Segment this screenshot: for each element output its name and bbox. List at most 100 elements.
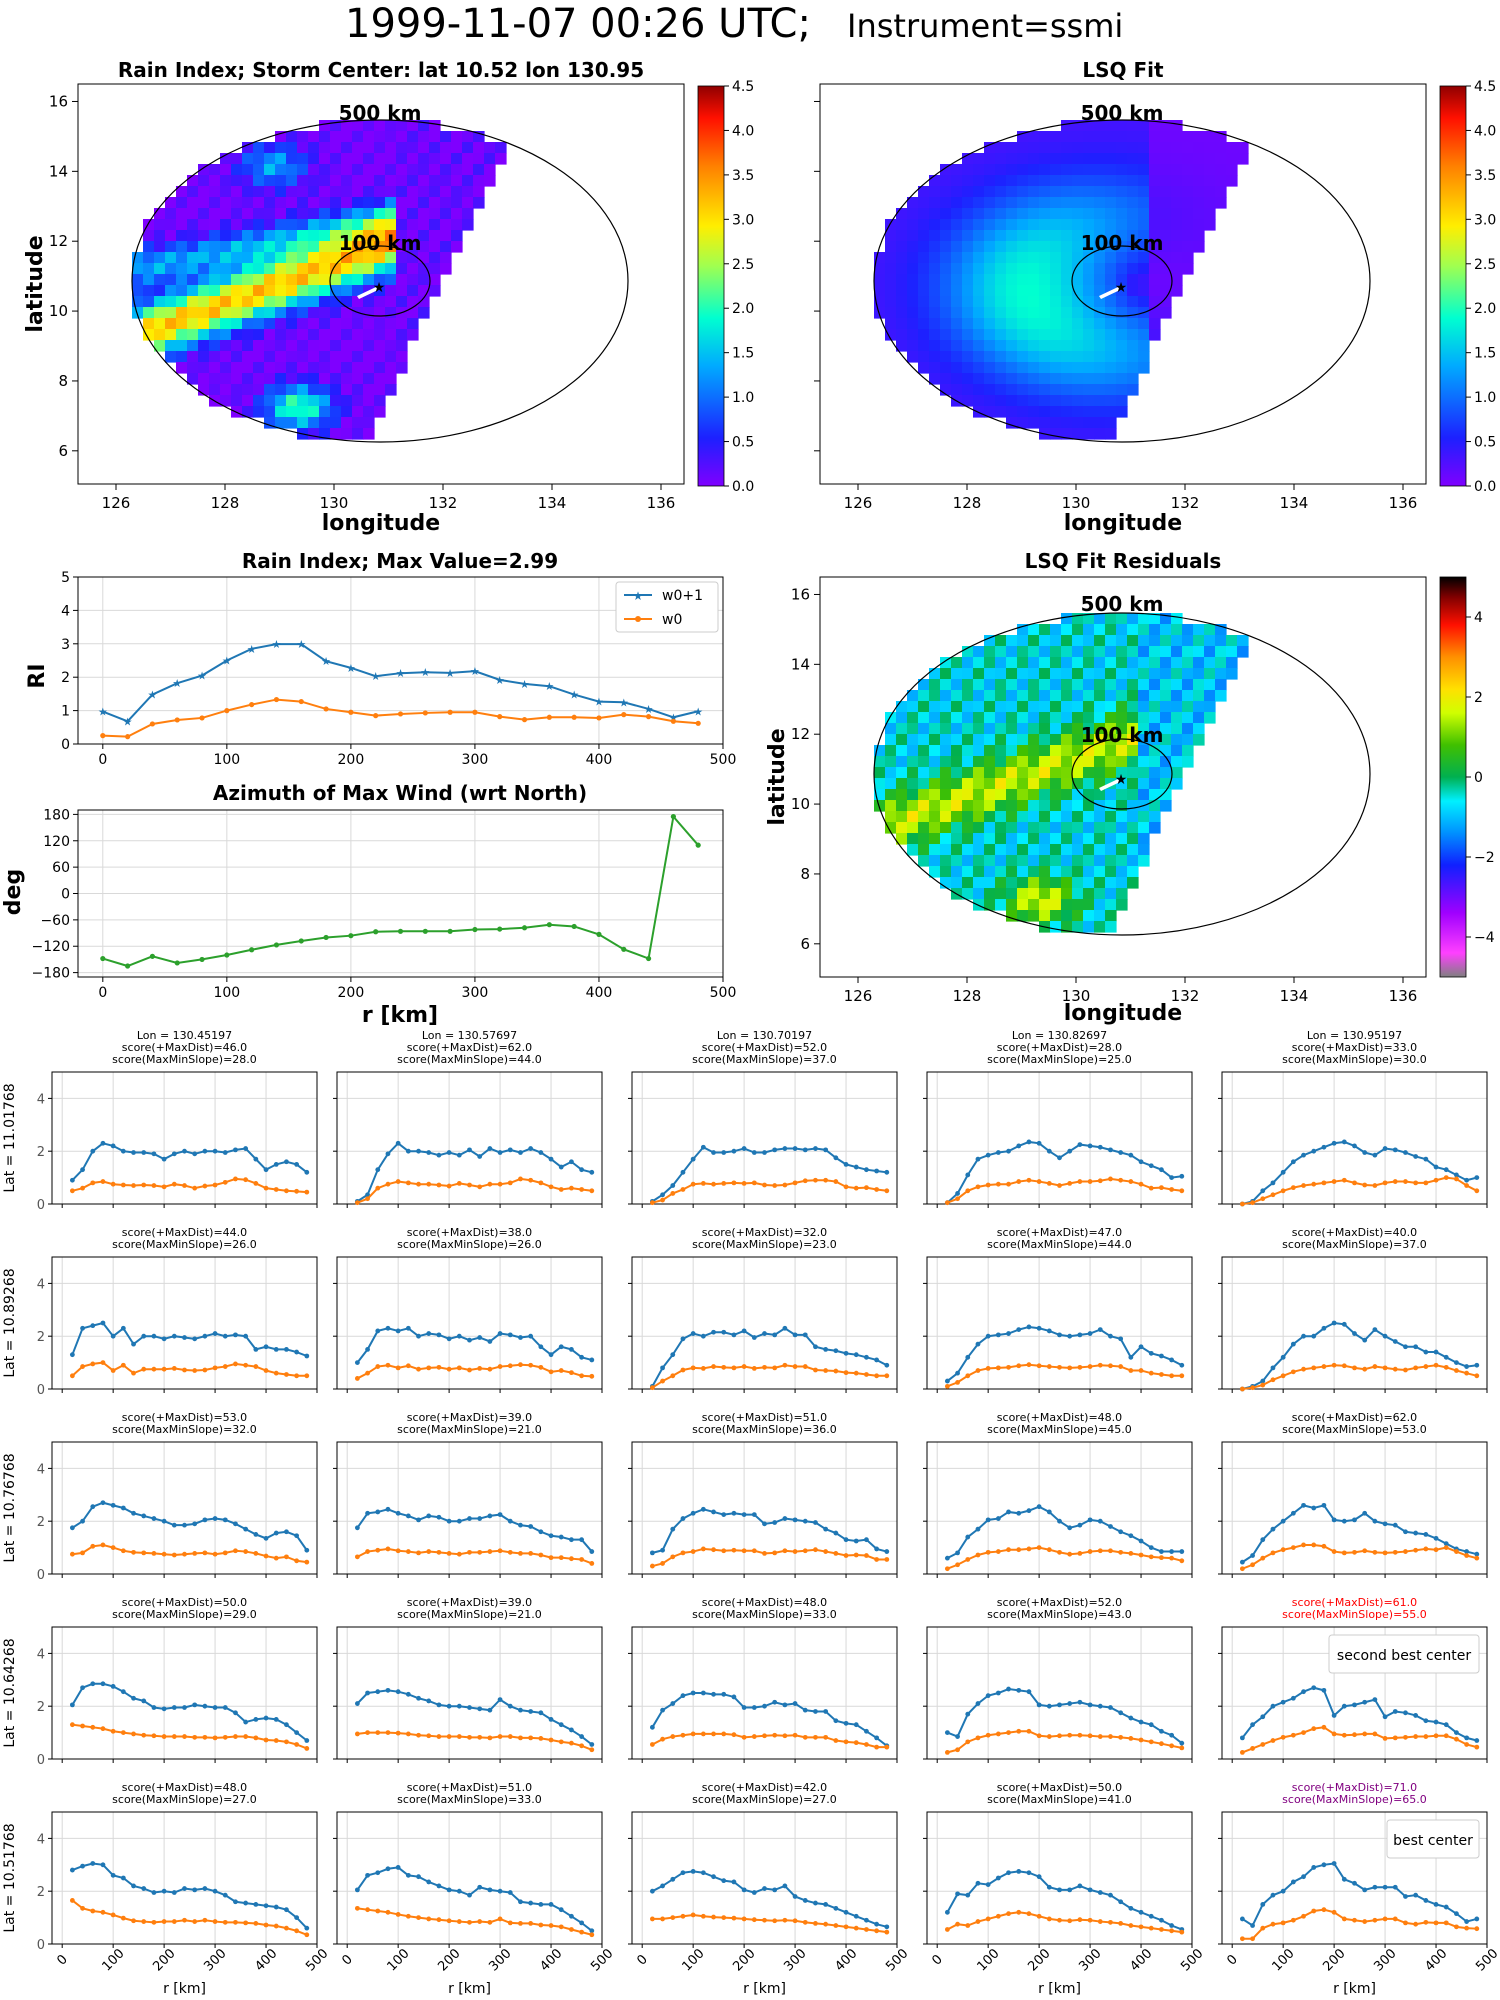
data-point-w0p1 <box>80 1325 85 1331</box>
data-point-w0 <box>558 1555 564 1561</box>
data-point-w0p1 <box>1270 1892 1276 1898</box>
panel-score-slope: score(MaxMinSlope)=28.0 <box>112 1053 257 1066</box>
rain-index-cell <box>209 318 221 330</box>
rain-index-cell <box>341 219 353 231</box>
residual-cell <box>1160 668 1172 680</box>
data-point-w0p1 <box>1148 1722 1154 1728</box>
lsq-fit-cell <box>1028 252 1040 264</box>
residual-cell <box>1116 789 1128 801</box>
data-point-w0p1 <box>1036 1702 1042 1708</box>
lsq-fit-cell <box>1105 164 1117 176</box>
data-point-w0p1 <box>304 1353 310 1359</box>
data-point-w0 <box>1250 1746 1255 1751</box>
rain-index-cell <box>231 263 243 275</box>
lsq-fit-cell <box>929 208 941 220</box>
lsq-fit-cell <box>1094 274 1106 286</box>
data-point-w0 <box>1423 1364 1429 1369</box>
data-point-w0p1: ★ <box>668 711 678 724</box>
data-point-w0p1 <box>416 1148 421 1154</box>
residual-cell <box>1050 811 1062 823</box>
data-point-w0 <box>1046 1547 1052 1553</box>
data-point-w0 <box>1159 1185 1164 1191</box>
data-point-azimuth <box>521 925 528 931</box>
lsq-fit-cell <box>962 175 974 187</box>
residual-cell <box>1028 866 1040 878</box>
rain-index-cell <box>473 131 485 143</box>
data-point-w0 <box>1290 1732 1296 1738</box>
rain-index-cell <box>253 263 265 275</box>
residual-cell <box>1149 701 1161 713</box>
data-point-w0 <box>1331 1909 1337 1915</box>
data-point-w0 <box>1352 1917 1357 1923</box>
lsq-fit-cell <box>1061 241 1073 253</box>
panel-border <box>631 1811 898 1945</box>
lsq-fit-cell <box>973 241 985 253</box>
residual-cell <box>1028 833 1040 845</box>
data-point-w0 <box>1179 1929 1185 1935</box>
data-point-w0 <box>446 1366 452 1372</box>
residual-cell <box>885 811 897 823</box>
residual-cell <box>1072 833 1084 845</box>
rain-index-cell <box>341 329 353 341</box>
y-tick-label: 4 <box>37 1832 45 1847</box>
rain-index-cell <box>253 285 265 297</box>
lsq-fit-cell <box>918 230 930 242</box>
lsq-fit-xlabel: longitude <box>1064 511 1182 536</box>
data-point-w0 <box>1239 1936 1245 1942</box>
residual-cell <box>951 789 963 801</box>
rain-index-cell <box>286 406 298 418</box>
residual-cell <box>1061 679 1073 691</box>
lsq-fit-cell <box>1072 208 1084 220</box>
data-point-w0p1 <box>731 1510 737 1516</box>
rain-index-cell <box>132 285 144 297</box>
rain-index-cell <box>308 351 320 363</box>
data-point-w0p1 <box>477 1154 483 1159</box>
rain-index-cell <box>209 219 221 231</box>
residuals-field <box>874 613 1249 933</box>
residual-cell <box>1039 789 1051 801</box>
rain-index-xticks: 126 128 130 132 134 136 <box>102 484 675 512</box>
x-tick-label: 500 <box>588 1946 616 1974</box>
rain-index-cell <box>319 208 331 220</box>
residual-cell <box>1193 668 1205 680</box>
lsq-fit-cell <box>896 329 908 341</box>
residual-cell <box>1094 855 1106 867</box>
data-point-w0p1 <box>782 1883 788 1889</box>
y-tick-label: 2 <box>37 1330 45 1345</box>
lsq-fit-cell <box>973 362 985 374</box>
residual-cell <box>1006 800 1018 812</box>
data-point-w0p1 <box>680 1693 686 1699</box>
residual-cell <box>1050 712 1062 724</box>
residual-cell <box>1083 756 1095 768</box>
data-point-w0 <box>151 1919 157 1925</box>
rain-index-cell <box>264 197 276 209</box>
residual-cell <box>1072 910 1084 922</box>
data-point-w0 <box>416 1915 421 1920</box>
data-point-w0 <box>1036 1179 1042 1184</box>
rain-index-cell <box>374 296 386 308</box>
data-point-w0p1 <box>1331 1713 1337 1718</box>
lsq-fit-cell <box>984 263 996 275</box>
panel-score-slope: score(MaxMinSlope)=29.0 <box>112 1608 257 1621</box>
residual-cell <box>1050 657 1062 669</box>
lsq-fit-cell <box>984 197 996 209</box>
data-point-w0p1 <box>304 1169 310 1175</box>
data-point-w0 <box>1413 1734 1419 1739</box>
data-point-w0 <box>284 1188 289 1194</box>
lsq-fit-cell <box>1094 318 1106 330</box>
rain-index-cell <box>297 285 309 297</box>
lsq-fit-cell <box>1171 208 1183 220</box>
data-point-w0 <box>1403 1179 1408 1184</box>
lsq-fit-cell <box>995 318 1007 330</box>
data-point-w0p1 <box>1290 1879 1296 1885</box>
residual-cell <box>973 734 985 746</box>
rain-index-cell <box>396 142 408 154</box>
data-point-w0p1 <box>985 1517 991 1523</box>
data-point-w0 <box>1362 1366 1368 1372</box>
residual-cell <box>1006 734 1018 746</box>
residual-cell <box>907 723 919 735</box>
lsq-fit-cell <box>885 318 897 330</box>
rain-index-cell <box>451 164 463 176</box>
residual-cell <box>1105 910 1117 922</box>
residual-cell <box>1006 756 1018 768</box>
